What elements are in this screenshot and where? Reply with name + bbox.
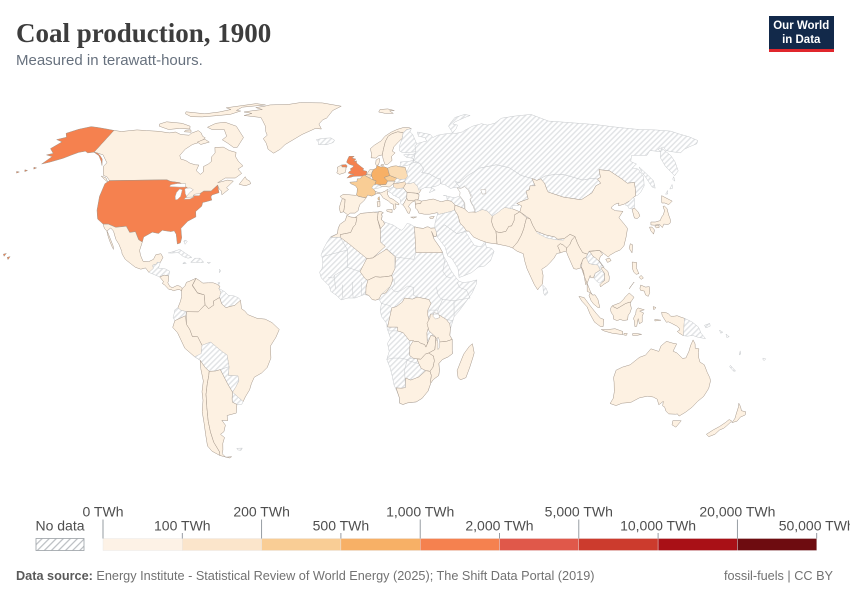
svg-text:No data: No data <box>35 518 84 534</box>
svg-text:0 TWh: 0 TWh <box>83 504 124 520</box>
svg-text:5,000 TWh: 5,000 TWh <box>545 504 613 520</box>
svg-text:500 TWh: 500 TWh <box>313 518 370 534</box>
svg-text:2,000 TWh: 2,000 TWh <box>465 518 533 534</box>
svg-text:50,000 TWh: 50,000 TWh <box>779 518 850 534</box>
svg-text:10,000 TWh: 10,000 TWh <box>620 518 696 534</box>
svg-text:200 TWh: 200 TWh <box>233 504 290 520</box>
svg-text:20,000 TWh: 20,000 TWh <box>699 504 775 520</box>
svg-text:100 TWh: 100 TWh <box>154 518 211 534</box>
svg-text:1,000 TWh: 1,000 TWh <box>386 504 454 520</box>
